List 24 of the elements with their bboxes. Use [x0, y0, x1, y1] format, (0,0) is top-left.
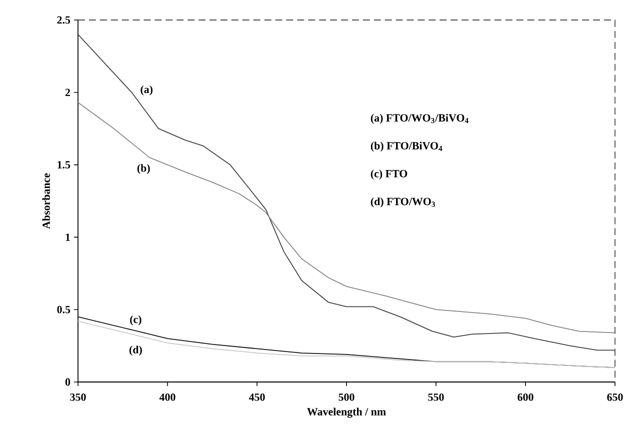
y-tick-label: 1.5: [58, 161, 70, 168]
series-label: (b): [137, 164, 150, 174]
series-label: (a): [140, 85, 153, 96]
y-tick-label: 0: [65, 378, 70, 386]
y-axis-title: Absorbance: [42, 173, 50, 229]
y-tick-label: 2.5: [57, 16, 70, 24]
series-label: (c): [130, 315, 142, 326]
annotation: (c) FTO: [370, 170, 408, 180]
x-tick-label: 500: [338, 394, 354, 401]
annotation: (b) FTO/BiVO$_{4}$: [370, 142, 442, 152]
x-tick-label: 350: [70, 394, 86, 401]
y-tick-label: 0.5: [57, 306, 70, 314]
y-tick-label: 2: [65, 88, 70, 96]
x-tick-label: 400: [159, 394, 176, 401]
x-tick-label: 600: [518, 394, 534, 401]
annotation: (a) FTO/WO$_{3}$/BiVO$_{4}$: [370, 114, 468, 124]
annotation: (d) FTO/WO$_{3}$: [370, 197, 435, 208]
x-tick-label: 450: [248, 394, 265, 401]
x-tick-label: 550: [428, 394, 444, 401]
series-label: (d): [129, 346, 142, 356]
y-tick-label: 1: [66, 234, 70, 241]
x-tick-label: 650: [607, 394, 623, 401]
x-axis-title: Wavelength / nm: [307, 408, 386, 418]
line-series: [78, 102, 616, 334]
